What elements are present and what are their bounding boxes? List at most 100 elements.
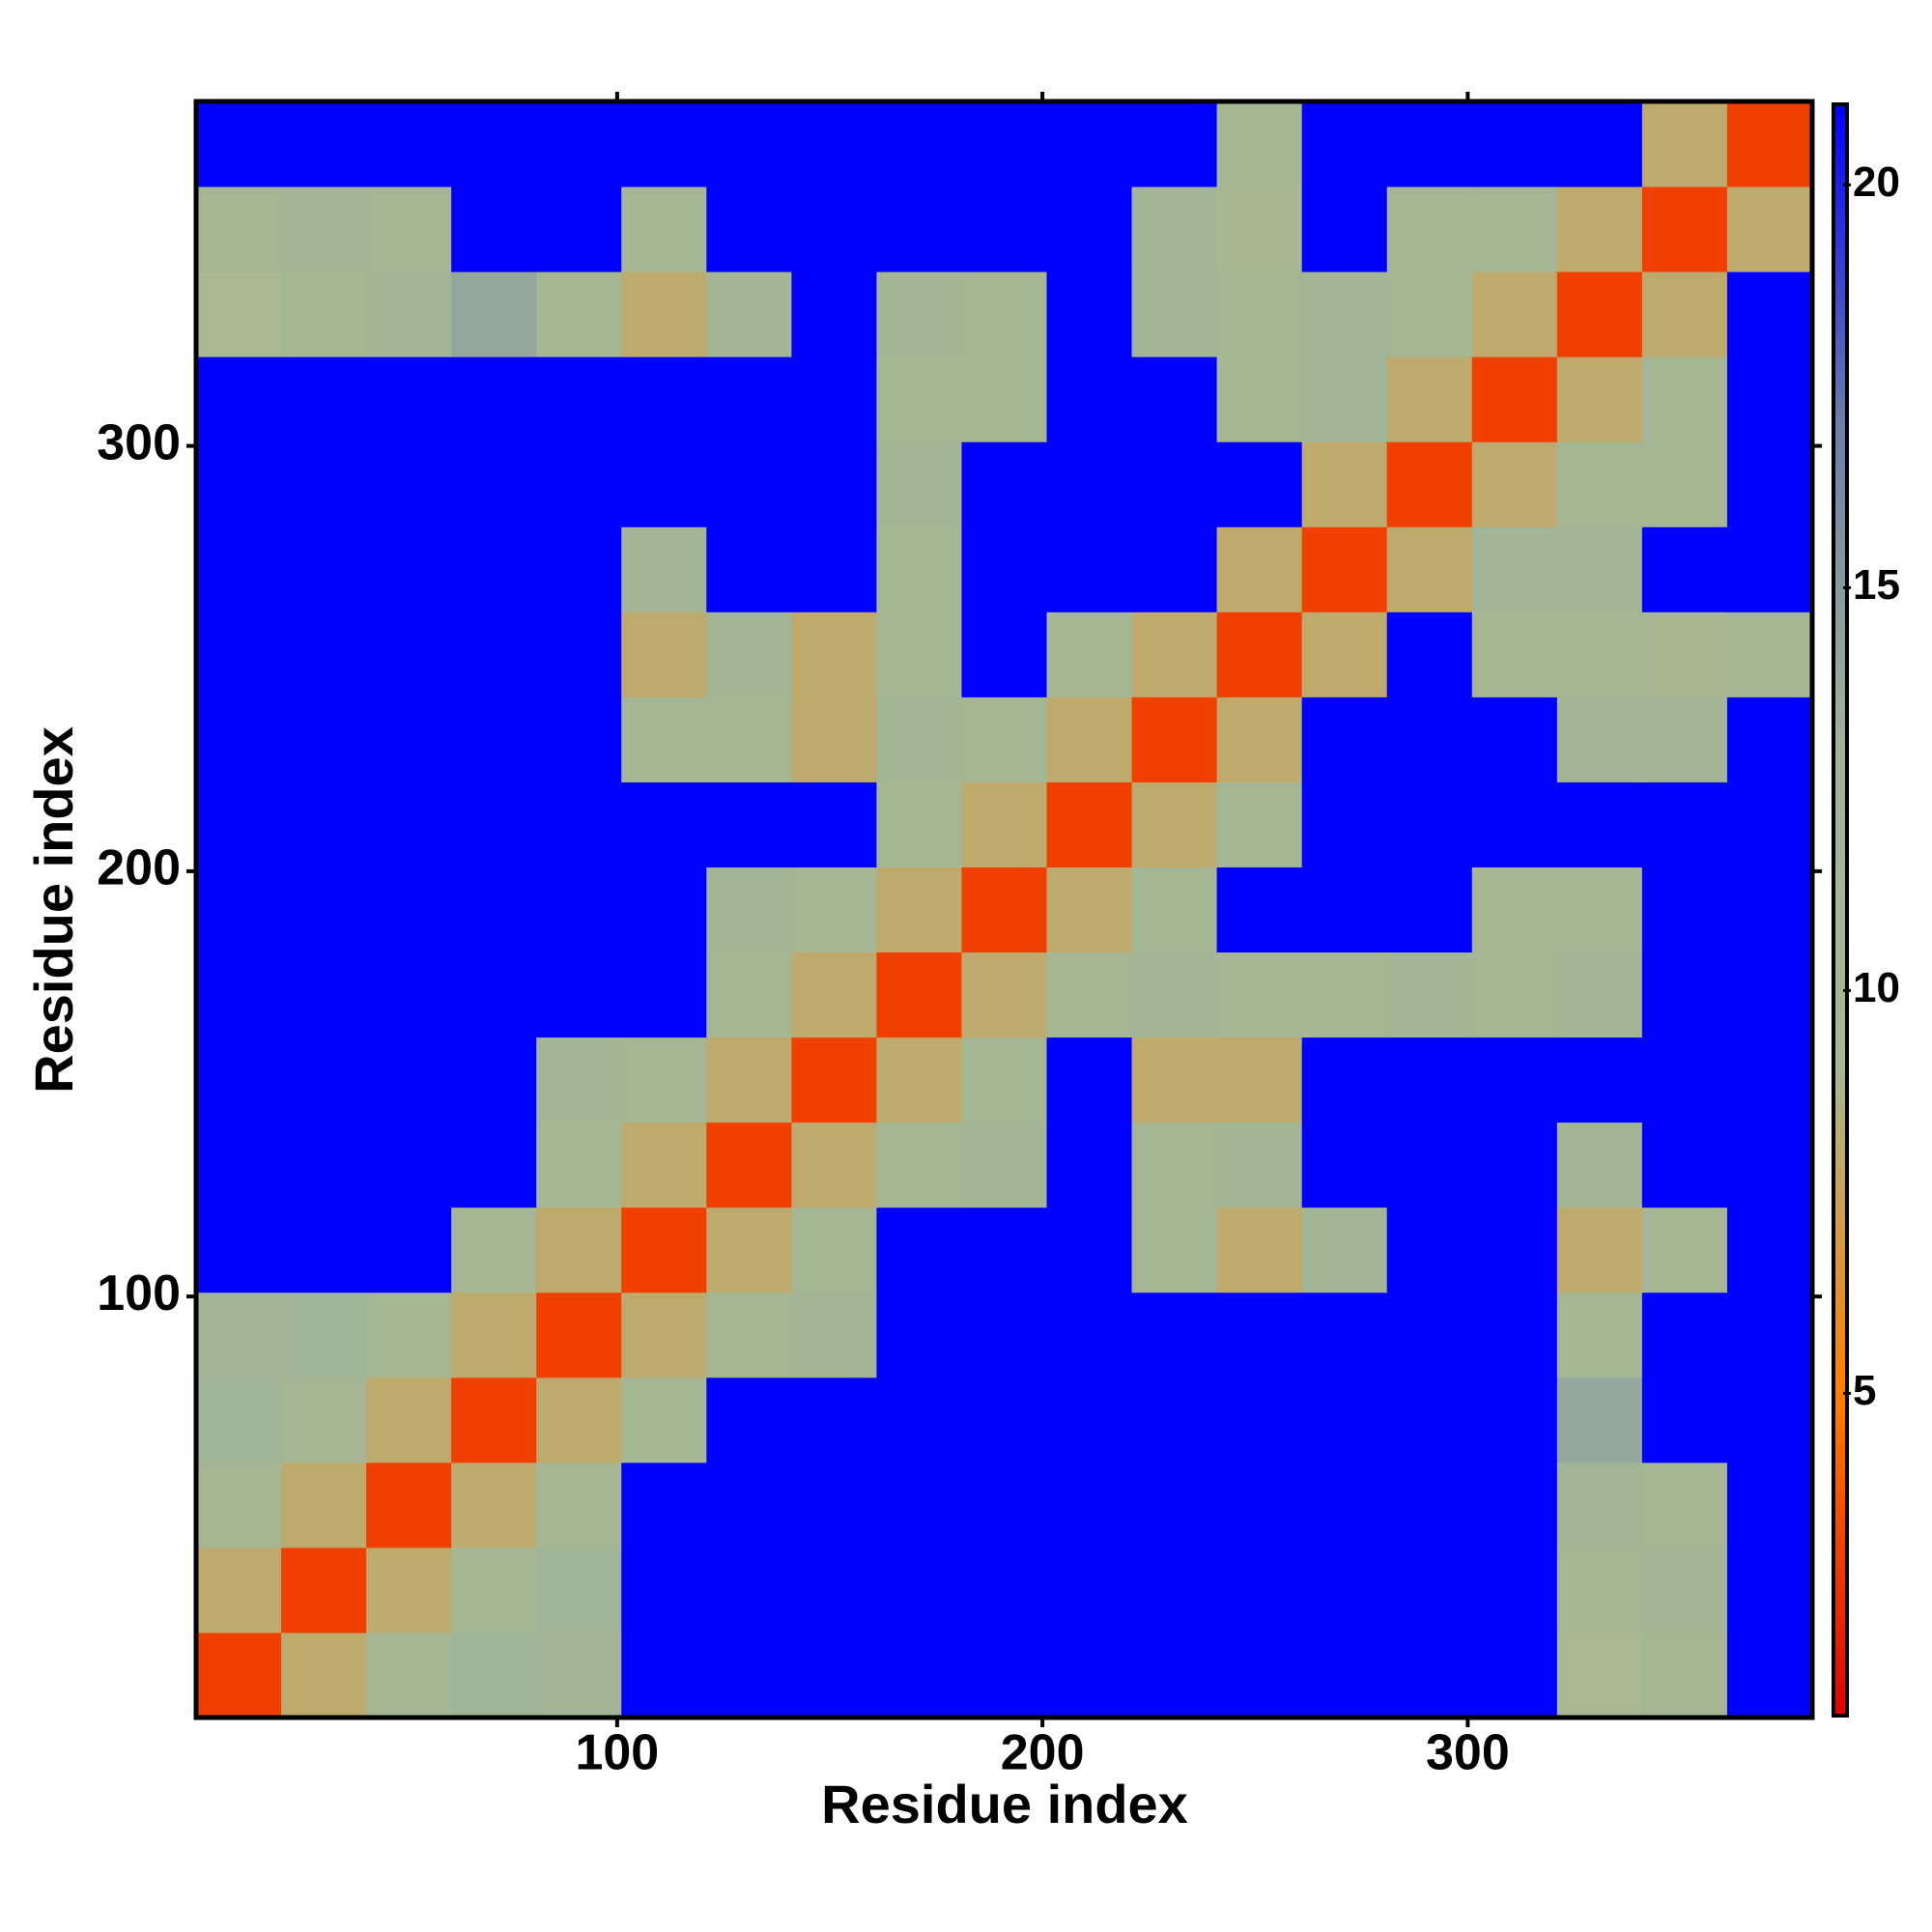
heatmap-cell [791, 271, 877, 357]
heatmap-cell [706, 1037, 792, 1123]
heatmap-cell [451, 186, 537, 272]
heatmap-cell [961, 611, 1048, 697]
heatmap-cell [536, 1037, 622, 1123]
heatmap-cell [961, 1207, 1048, 1293]
heatmap-cell [1556, 1547, 1643, 1634]
heatmap-cell [961, 271, 1048, 357]
heatmap-cell [281, 1632, 367, 1719]
heatmap-cell [876, 1037, 962, 1123]
heatmap-cell [961, 1037, 1048, 1123]
heatmap-cell [1471, 1462, 1558, 1548]
heatmap-cell [1301, 441, 1388, 527]
y-tick-label: 100 [97, 1265, 181, 1321]
heatmap-cell [451, 1207, 537, 1293]
heatmap-cell [1641, 186, 1728, 272]
heatmap-cell [281, 441, 367, 527]
heatmap-cell [281, 696, 367, 782]
heatmap-cell [1556, 696, 1643, 782]
heatmap-cell [1046, 611, 1133, 697]
heatmap-cell [876, 781, 962, 867]
heatmap-cell [621, 101, 707, 187]
heatmap-cell [961, 781, 1048, 867]
heatmap-cell [451, 781, 537, 867]
heatmap-cell [876, 1377, 962, 1463]
heatmap-cell [1046, 101, 1133, 187]
heatmap-cell [1386, 1207, 1473, 1293]
heatmap-cell [876, 696, 962, 782]
heatmap-cell [621, 1547, 707, 1634]
heatmap-cell [281, 1207, 367, 1293]
heatmap-cell [961, 1632, 1048, 1719]
heatmap-cell [366, 1632, 452, 1719]
heatmap-cell [1556, 867, 1643, 953]
heatmap-cell [536, 526, 622, 612]
heatmap-cell [791, 1547, 877, 1634]
heatmap-cell [876, 441, 962, 527]
heatmap-cell [366, 1292, 452, 1378]
heatmap-cell [621, 1632, 707, 1719]
heatmap-cell [1046, 1377, 1133, 1463]
heatmap-cell [1301, 952, 1388, 1038]
heatmap-cell [1216, 1122, 1303, 1208]
colorbar-tick-label: 15 [1853, 561, 1900, 609]
heatmap-cell [281, 1122, 367, 1208]
heatmap-cell [1641, 1632, 1728, 1719]
heatmap-cell [961, 1462, 1048, 1548]
heatmap-cell [1216, 441, 1303, 527]
heatmap-cell [1726, 1632, 1813, 1719]
heatmap-cell [621, 526, 707, 612]
heatmap-cell [876, 356, 962, 442]
heatmap-cell [451, 1292, 537, 1378]
heatmap-cell [1641, 952, 1728, 1038]
heatmap-cell [196, 526, 282, 612]
heatmap-cell [1131, 781, 1218, 867]
heatmap-cell [536, 1122, 622, 1208]
heatmap-cell [281, 186, 367, 272]
heatmap-cell [621, 611, 707, 697]
heatmap-cell [1216, 1292, 1303, 1378]
heatmap-cell [1726, 1462, 1813, 1548]
heatmap-cell [536, 867, 622, 953]
heatmap-cell [451, 356, 537, 442]
heatmap-cell [706, 611, 792, 697]
heatmap-cell [621, 356, 707, 442]
heatmap-cell [791, 867, 877, 953]
heatmap-cell [1471, 101, 1558, 187]
heatmap-cell [1216, 1037, 1303, 1123]
heatmap-cell [451, 101, 537, 187]
heatmap-cell [706, 1632, 792, 1719]
heatmap-cell [536, 101, 622, 187]
heatmap-cell [1641, 441, 1728, 527]
heatmap-cell [791, 356, 877, 442]
heatmap-cell [1471, 696, 1558, 782]
heatmap-cell [706, 1207, 792, 1293]
heatmap-cell [196, 1122, 282, 1208]
heatmap-cell [1556, 1122, 1643, 1208]
heatmap-cell [1131, 101, 1218, 187]
heatmap-cell [706, 1292, 792, 1378]
heatmap-cell [706, 441, 792, 527]
colorbar-tick-label: 20 [1853, 158, 1900, 206]
heatmap-cell [1131, 867, 1218, 953]
heatmap-cell [1216, 186, 1303, 272]
heatmap-cell [1726, 1292, 1813, 1378]
heatmap-cell [1641, 781, 1728, 867]
heatmap-cell [451, 1462, 537, 1548]
heatmap-cell [961, 1292, 1048, 1378]
heatmap-cell [1216, 1547, 1303, 1634]
heatmap-cell [791, 441, 877, 527]
heatmap-cell [536, 356, 622, 442]
heatmap-cell [876, 1207, 962, 1293]
heatmap-cell [1641, 1122, 1728, 1208]
heatmap-cell [1216, 1377, 1303, 1463]
heatmap-cell [1131, 1632, 1218, 1719]
heatmap-cell [1556, 1462, 1643, 1548]
heatmap-cell [706, 356, 792, 442]
heatmap-cell [1556, 271, 1643, 357]
heatmap-cell [961, 186, 1048, 272]
heatmap-cell [1471, 1377, 1558, 1463]
heatmap-cell [1726, 1547, 1813, 1634]
heatmap-cell [1216, 1462, 1303, 1548]
heatmap-cell [706, 1122, 792, 1208]
heatmap-cell [876, 1292, 962, 1378]
